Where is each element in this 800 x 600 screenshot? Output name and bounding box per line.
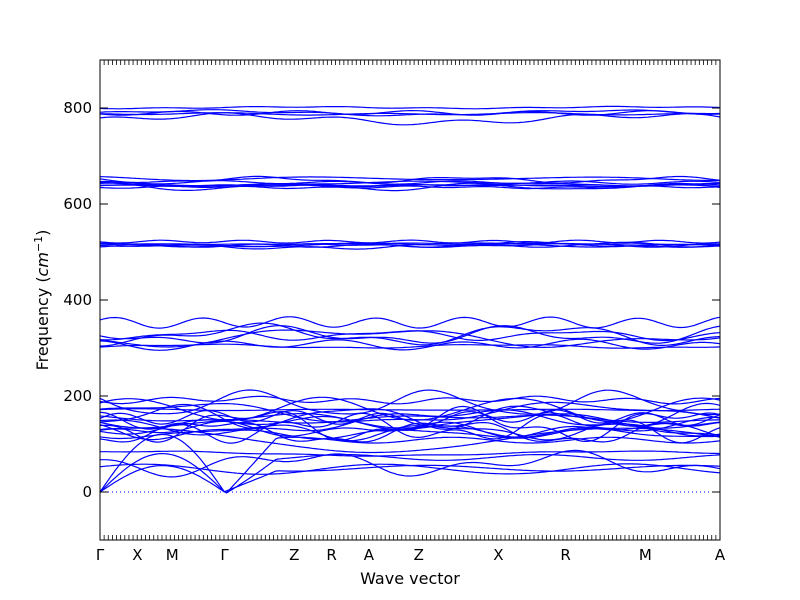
acoustic-branch	[99, 452, 721, 494]
band-line	[99, 242, 720, 248]
band-line	[99, 422, 721, 442]
y-axis-label: Frequency (cm−1)	[32, 230, 52, 371]
band-line	[99, 427, 721, 454]
y-tick-label: 400	[63, 291, 92, 309]
x-tick-label: X	[493, 546, 503, 564]
x-tick-label: A	[364, 546, 375, 564]
x-tick-label: Γ	[96, 546, 105, 564]
band-line	[100, 183, 721, 188]
band-line	[99, 112, 721, 126]
band-line	[99, 316, 721, 329]
x-tick-label: M	[639, 546, 652, 564]
svg-text:Frequency (cm−1): Frequency (cm−1)	[32, 230, 52, 371]
y-tick-label: 200	[63, 387, 92, 405]
band-line	[99, 105, 721, 110]
band-line	[99, 389, 721, 416]
x-tick-label: X	[132, 546, 142, 564]
band-line	[99, 243, 721, 248]
plot-frame	[99, 59, 721, 541]
x-tick-label: Γ	[220, 546, 229, 564]
band-line	[100, 450, 720, 457]
acoustic-branch	[99, 433, 721, 494]
y-tick-label: 800	[63, 99, 92, 117]
x-tick-label: A	[715, 546, 726, 564]
band-line	[99, 343, 721, 349]
band-line	[99, 395, 721, 405]
band-line	[99, 409, 721, 426]
band-line	[99, 176, 720, 182]
band-line	[99, 185, 720, 190]
y-tick-label: 0	[82, 483, 92, 501]
band-line	[100, 322, 721, 347]
x-axis-label: Wave vector	[360, 569, 460, 588]
y-tick-label: 600	[63, 195, 92, 213]
band-line	[100, 449, 721, 478]
band-line	[99, 405, 721, 443]
band-lines	[99, 105, 721, 494]
x-tick-label: Z	[289, 546, 299, 564]
x-tick-label: M	[166, 546, 179, 564]
band-line	[99, 109, 720, 117]
x-tick-label: R	[560, 546, 570, 564]
x-tick-label: Z	[414, 546, 424, 564]
band-line	[99, 324, 721, 344]
band-line	[99, 396, 721, 422]
y-axis-ticks: 0 200 400 600 800	[63, 99, 720, 501]
band-line	[100, 112, 721, 116]
band-line	[99, 402, 721, 430]
band-line	[99, 422, 721, 443]
acoustic-branch	[99, 464, 721, 493]
band-line	[99, 415, 721, 438]
band-line	[100, 180, 721, 187]
x-tick-label: R	[326, 546, 336, 564]
